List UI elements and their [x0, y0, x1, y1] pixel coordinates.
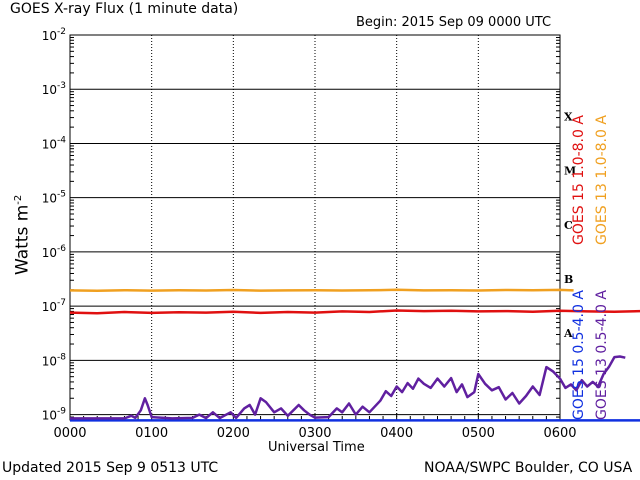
flare-class-label: A	[563, 327, 573, 340]
chart-title: GOES X-ray Flux (1 minute data)	[10, 1, 239, 17]
y-axis-label-exponent: -2	[13, 194, 24, 205]
y-tick-label: 10-7	[42, 298, 66, 314]
flare-class-label: B	[564, 273, 573, 286]
x-tick-label: 0300	[298, 426, 331, 441]
y-tick-label: 10-5	[42, 190, 66, 206]
flare-class-label: X	[564, 110, 573, 123]
x-tick-label: 0400	[380, 426, 413, 441]
legend-entry: GOES 15 1.0-8.0 A	[571, 115, 587, 245]
series-line	[69, 309, 640, 315]
y-tick-label: 10-3	[42, 81, 66, 97]
credit-label: NOAA/SWPC Boulder, CO USA	[424, 460, 633, 476]
y-tick-label: 10-8	[42, 352, 67, 368]
flare-class-label: C	[564, 219, 573, 232]
y-tick-label: 10-9	[42, 407, 67, 423]
legend-entry: GOES 13 1.0-8.0 A	[594, 115, 610, 245]
series-line	[70, 355, 626, 420]
x-tick-label: 0600	[543, 426, 576, 441]
legend-entry: GOES 13 0.5-4.0 A	[594, 290, 610, 420]
legend-entry: GOES 15 0.5-4.0 A	[571, 290, 587, 420]
x-tick-label: 0200	[217, 426, 250, 441]
y-tick-label: 10-2	[42, 27, 66, 43]
x-tick-label: 0000	[53, 426, 86, 441]
x-axis-label: Universal Time	[268, 440, 365, 455]
series-line	[69, 288, 574, 293]
y-axis-label-text: Watts m	[12, 204, 33, 275]
flare-class-label: M	[564, 165, 576, 178]
begin-time-label: Begin: 2015 Sep 09 0000 UTC	[356, 15, 552, 30]
x-tick-label: 0100	[135, 426, 168, 441]
y-tick-label: 10-6	[42, 244, 67, 260]
y-tick-label: 10-4	[42, 135, 67, 151]
updated-timestamp: Updated 2015 Sep 9 0513 UTC	[2, 460, 219, 476]
x-tick-label: 0500	[462, 426, 495, 441]
y-axis-label: Watts m-2	[9, 195, 33, 275]
